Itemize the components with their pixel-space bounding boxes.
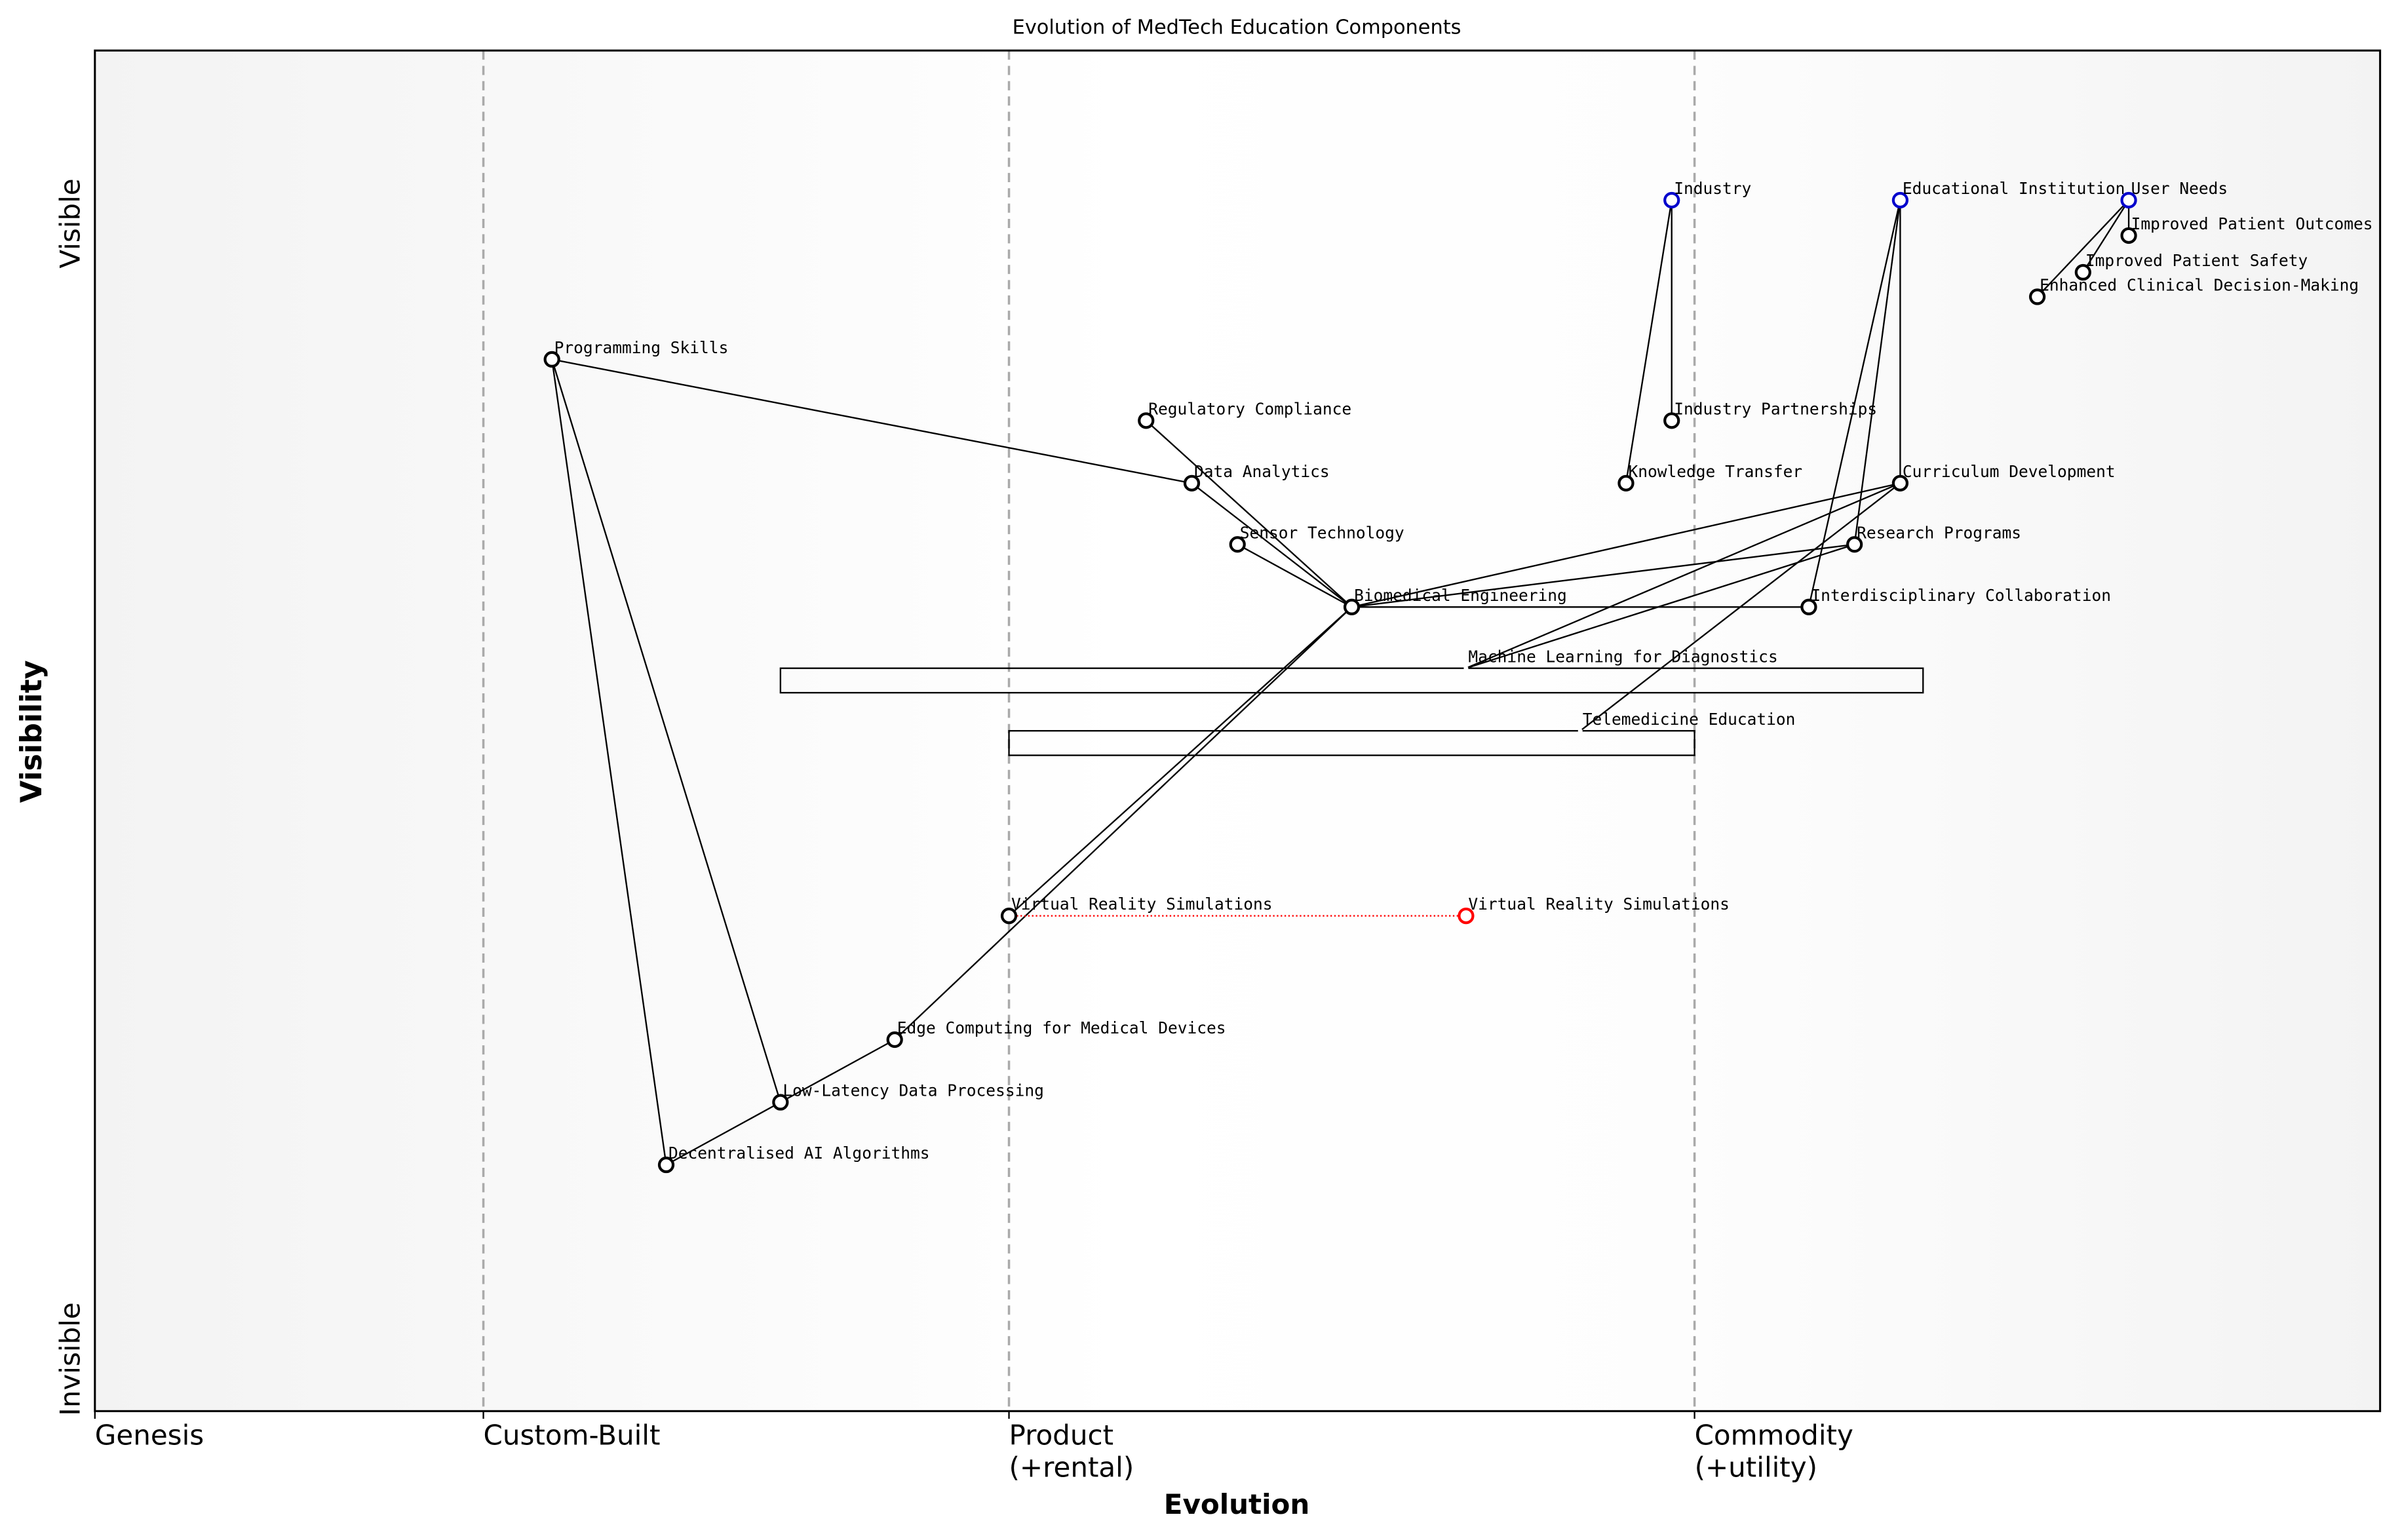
dependency-link bbox=[1351, 543, 1855, 608]
component-node bbox=[543, 351, 560, 368]
component-node bbox=[1343, 598, 1361, 615]
component-label: Educational Institution bbox=[1903, 179, 2125, 198]
component-node bbox=[1891, 474, 1909, 491]
plot-frame bbox=[94, 49, 2382, 1412]
dependency-link bbox=[1579, 482, 1901, 732]
dependency-link bbox=[551, 359, 781, 1103]
component-label: Industry Partnerships bbox=[1674, 399, 1877, 418]
component-label: Industry bbox=[1674, 179, 1751, 198]
component-node bbox=[1846, 536, 1863, 553]
component-node bbox=[1183, 474, 1201, 491]
dependency-link bbox=[1853, 200, 1901, 545]
component-node bbox=[2120, 191, 2137, 209]
dependency-link bbox=[1237, 543, 1353, 608]
y-bottom-label: Invisible bbox=[54, 1302, 86, 1415]
component-label: Biomedical Engineering bbox=[1354, 586, 1567, 605]
stage-label: Product bbox=[1009, 1419, 1114, 1452]
component-node bbox=[1891, 191, 1909, 209]
component-label: Knowledge Transfer bbox=[1628, 462, 1802, 481]
map-title: Evolution of MedTech Education Component… bbox=[1013, 16, 1461, 39]
dependency-link bbox=[780, 1039, 895, 1104]
component-label: Enhanced Clinical Decision-Making bbox=[2040, 276, 2359, 295]
component-node bbox=[1463, 666, 1469, 671]
pipeline bbox=[779, 667, 1924, 694]
dependency-link bbox=[1191, 482, 1353, 608]
x-axis-label: Evolution bbox=[1164, 1488, 1310, 1520]
component-node bbox=[1800, 598, 1817, 615]
dependency-link bbox=[1465, 543, 1855, 669]
component-label: Edge Computing for Medical Devices bbox=[897, 1018, 1226, 1037]
y-top-label: Visible bbox=[54, 178, 86, 268]
dependency-link bbox=[2082, 199, 2130, 273]
y-axis-label: Visibility bbox=[15, 660, 48, 803]
component-label: Telemedicine Education bbox=[1583, 710, 1796, 729]
dependency-link bbox=[1625, 200, 1673, 484]
component-node bbox=[886, 1031, 903, 1049]
component-label: Curriculum Development bbox=[1903, 462, 2116, 481]
component-node bbox=[1617, 474, 1635, 491]
component-node bbox=[2120, 227, 2137, 244]
component-label: Improved Patient Outcomes bbox=[2131, 214, 2373, 233]
component-node bbox=[2074, 263, 2091, 281]
component-node bbox=[1229, 536, 1246, 553]
stage-label: Commodity bbox=[1695, 1419, 1853, 1452]
component-node bbox=[657, 1156, 675, 1174]
component-label: Machine Learning for Diagnostics bbox=[1468, 647, 1777, 666]
component-node bbox=[772, 1094, 789, 1111]
dependency-link bbox=[1465, 482, 1901, 669]
component-label: Decentralised AI Algorithms bbox=[668, 1144, 930, 1163]
component-node bbox=[1663, 412, 1680, 429]
pipeline bbox=[1008, 730, 1695, 756]
dependency-link bbox=[551, 358, 1192, 484]
component-node bbox=[1000, 907, 1018, 925]
component-node bbox=[1458, 907, 1475, 925]
component-label: Research Programs bbox=[1857, 523, 2021, 542]
dependency-link bbox=[1008, 606, 1353, 917]
component-label: Data Analytics bbox=[1194, 462, 1330, 481]
dependency-link bbox=[894, 606, 1353, 1041]
component-node bbox=[1577, 728, 1583, 733]
component-label: Virtual Reality Simulations bbox=[1468, 895, 1730, 914]
component-node bbox=[1663, 191, 1680, 209]
dependency-link bbox=[551, 359, 667, 1165]
component-label: Regulatory Compliance bbox=[1148, 399, 1351, 418]
component-node bbox=[2029, 288, 2046, 305]
dependency-link bbox=[1808, 200, 1901, 607]
component-node bbox=[1138, 412, 1155, 429]
stage-label: Custom-Built bbox=[484, 1419, 661, 1452]
dependency-link bbox=[1145, 419, 1353, 608]
map-layer: Genesis Custom-Built Product(+rental) Commo… bbox=[94, 50, 2373, 1484]
dependency-link bbox=[1351, 482, 1901, 608]
component-label: Interdisciplinary Collaboration bbox=[1811, 586, 2111, 605]
component-label: Programming Skills bbox=[554, 338, 729, 357]
stage-label: (+rental) bbox=[1009, 1452, 1134, 1484]
component-label: Low-Latency Data Processing bbox=[783, 1081, 1044, 1100]
component-label: Virtual Reality Simulations bbox=[1011, 895, 1273, 914]
component-label: Sensor Technology bbox=[1240, 523, 1404, 542]
dependency-link bbox=[665, 1101, 781, 1166]
stage-label: (+utility) bbox=[1695, 1452, 1817, 1484]
dependency-link bbox=[2036, 199, 2129, 298]
component-label: Improved Patient Safety bbox=[2085, 251, 2308, 270]
stage-label: Genesis bbox=[95, 1419, 204, 1452]
component-label: User Needs bbox=[2131, 179, 2228, 198]
